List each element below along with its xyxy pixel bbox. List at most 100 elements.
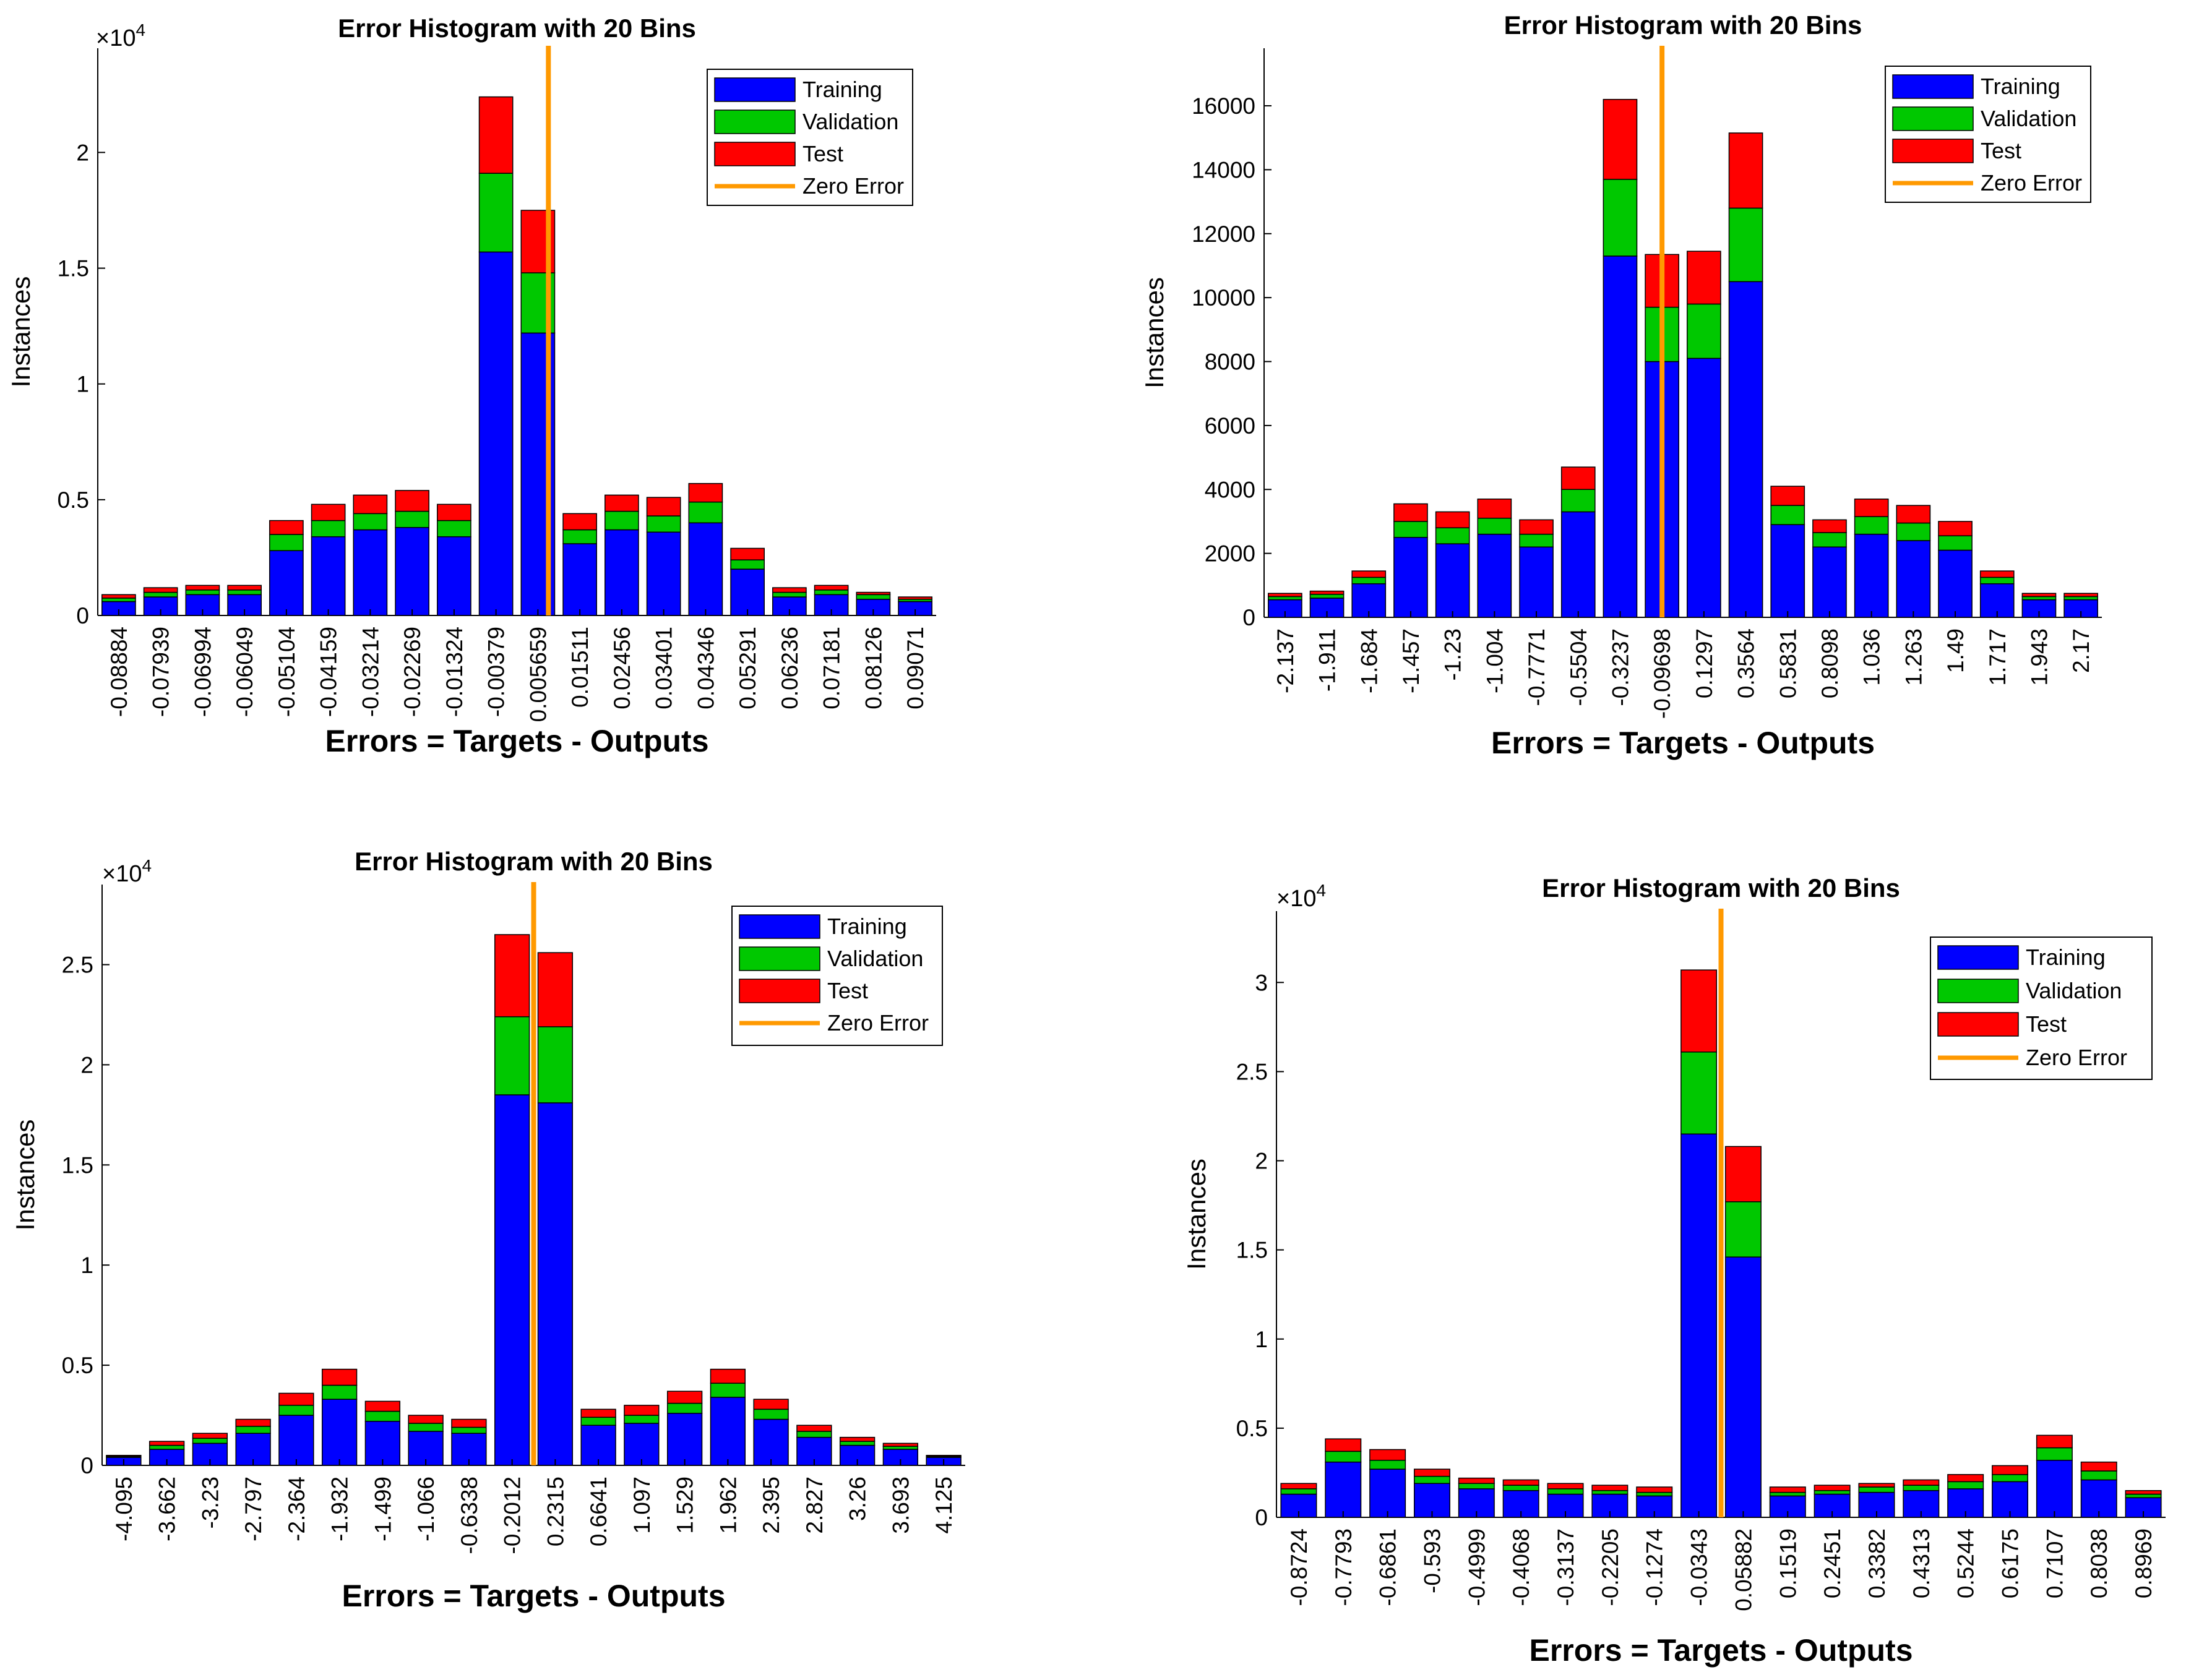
bar-test (537, 952, 574, 1027)
bar-test (1687, 251, 1721, 305)
x-tick-label: 0.07181 (819, 627, 845, 709)
x-tick-label: 0.8038 (2086, 1528, 2112, 1598)
bar-validation (494, 1016, 530, 1095)
bar-test (605, 494, 639, 512)
bar-validation (753, 1408, 789, 1420)
x-tick-label: -0.02269 (400, 627, 425, 717)
bar-validation (1268, 596, 1302, 601)
x-tick-label: 0.01511 (567, 627, 593, 708)
bar-test (1519, 519, 1554, 535)
bar-validation (353, 513, 388, 531)
y-tick-label: 1.5 (58, 256, 89, 281)
bar-training (1519, 546, 1554, 618)
bar-training (321, 1399, 358, 1466)
bar-validation (624, 1415, 660, 1424)
bar-training (1724, 1256, 1762, 1518)
bar-training (1770, 524, 1805, 618)
y-tick-label: 0.5 (1236, 1416, 1268, 1441)
y-tick-label: 0 (80, 1453, 93, 1478)
x-tick-label: -0.5504 (1566, 628, 1591, 706)
x-tick-label: -4.095 (111, 1476, 137, 1541)
y-tick-label: 10000 (1192, 285, 1255, 311)
legend-label: Validation (2026, 978, 2122, 1003)
bar-test (1309, 590, 1345, 595)
x-tick-label: 0.8098 (1817, 628, 1843, 698)
bar-training (666, 1413, 703, 1466)
legend-label: Training (827, 914, 907, 939)
legend-label: Training (1981, 74, 2060, 99)
bar-validation (1858, 1486, 1895, 1493)
x-tick-label: 1.097 (629, 1476, 655, 1534)
legend-swatch (739, 914, 820, 939)
x-tick-label: -1.932 (327, 1476, 353, 1541)
x-tick-label: -0.00379 (484, 627, 509, 717)
bar-test (753, 1399, 789, 1410)
bar-validation (235, 1426, 271, 1434)
x-tick-label: 0.7107 (2042, 1528, 2067, 1598)
bar-test (1325, 1438, 1362, 1452)
bar-test (2125, 1490, 2162, 1495)
x-tick-label: 0.2315 (543, 1476, 568, 1546)
x-tick-label: 0.6175 (1998, 1528, 2023, 1598)
bar-test (1591, 1485, 1629, 1491)
x-tick-label: 0.6641 (586, 1476, 611, 1546)
legend-swatch (1937, 979, 2019, 1003)
bar-training (494, 1094, 530, 1466)
bar-validation (1519, 533, 1554, 548)
bar-training (1938, 549, 1973, 618)
bar-validation (278, 1405, 314, 1416)
x-tick-label: -1.684 (1356, 628, 1382, 693)
bar-training (1728, 281, 1763, 618)
x-tick-label: 0.09071 (903, 627, 928, 709)
bar-test (478, 96, 514, 174)
legend-label: Training (2026, 945, 2106, 970)
bar-validation (710, 1382, 746, 1398)
x-tick-label: 0.06236 (777, 627, 803, 709)
legend-label: Validation (1981, 106, 2076, 131)
bar-validation (2080, 1470, 2117, 1481)
y-axis-label: Instances (1140, 277, 1169, 388)
bar-test (227, 585, 262, 591)
bar-validation (1636, 1491, 1673, 1497)
bar-test (1992, 1465, 2029, 1475)
bar-test (1858, 1483, 1895, 1488)
x-tick-label: -1.23 (1440, 628, 1466, 680)
bar-training (437, 536, 471, 616)
x-tick-label: 0.2451 (1820, 1528, 1845, 1598)
chart-title: Error Histogram with 20 Bins (338, 14, 696, 43)
y-tick-label: 2.5 (62, 953, 93, 978)
y-tick-label: 2 (80, 1052, 93, 1078)
bar-test (1458, 1477, 1495, 1484)
x-tick-label: -0.1274 (1642, 1528, 1667, 1606)
bar-validation (688, 501, 723, 524)
bar-training (1393, 537, 1428, 618)
bar-test (1814, 1485, 1851, 1491)
bar-training (353, 529, 388, 616)
bar-test (1547, 1483, 1584, 1489)
legend-label: Training (803, 77, 882, 102)
bar-training (730, 568, 765, 616)
legend: Training Validation Test Zero Error (1885, 66, 2091, 203)
y-tick-label: 2.5 (1236, 1059, 1268, 1084)
bar-validation (1477, 518, 1512, 535)
bar-test (2021, 593, 2057, 598)
bar-test (1728, 132, 1763, 209)
bar-test (1393, 503, 1428, 522)
bar-test (395, 490, 429, 512)
bar-training (1854, 533, 1889, 618)
x-tick-label: -0.593 (1419, 1528, 1445, 1593)
bar-validation (2021, 596, 2057, 601)
legend-swatch (1937, 1012, 2019, 1037)
y-tick-label: 8000 (1205, 349, 1255, 375)
x-axis-label: Errors = Targets - Outputs (342, 1579, 725, 1613)
legend: Training Validation Test Zero Error (707, 69, 913, 206)
y-tick-label: 14000 (1192, 157, 1255, 182)
bar-test (1636, 1486, 1673, 1493)
bar-test (1979, 570, 2015, 578)
bar-training (364, 1421, 401, 1466)
bar-test (580, 1408, 616, 1418)
x-tick-label: -1.457 (1398, 628, 1424, 693)
bar-validation (666, 1402, 703, 1414)
x-tick-label: 1.962 (715, 1476, 741, 1534)
x-tick-label: 0.02456 (609, 627, 635, 709)
